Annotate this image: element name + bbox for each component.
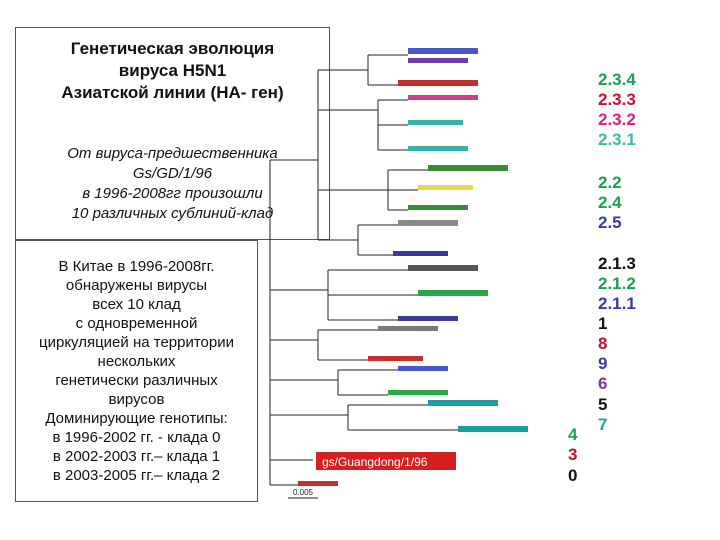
title: Генетическая эволюция вируса H5N1 Азиатс… xyxy=(16,38,329,104)
title-line: Генетическая эволюция xyxy=(70,39,275,58)
info-line: в 2002-2003 гг.– клада 1 xyxy=(52,448,221,465)
info-line: нескольких xyxy=(97,353,176,370)
info-line: обнаружены вирусы xyxy=(65,277,208,294)
root-label: gs/Guangdong/1/96 xyxy=(322,455,428,469)
clade-label-2-3-1: 2.3.1 xyxy=(598,130,636,149)
title-line: Азиатской линии (HA- ген) xyxy=(61,83,284,102)
info-line: в 2003-2005 гг.– клада 2 xyxy=(52,467,221,484)
clade-label-2-3-4: 2.3.4 xyxy=(598,70,636,89)
clade-label-0: 0 xyxy=(568,466,578,485)
info-line: с одновременной xyxy=(75,315,198,332)
root-highlight xyxy=(316,452,456,470)
leaf-labels xyxy=(298,48,528,486)
clade-label-6: 6 xyxy=(598,374,608,393)
info-line: генетически различных xyxy=(55,372,218,389)
clade-label-2-1-1: 2.1.1 xyxy=(598,294,636,313)
clade-label-2-4: 2.4 xyxy=(598,193,622,212)
title-box: Генетическая эволюция вируса H5N1 Азиатс… xyxy=(15,27,330,240)
phylogenetic-tree: gs/Guangdong/1/96 0.005 xyxy=(269,48,528,499)
clade-label-2-1-3: 2.1.3 xyxy=(598,254,636,273)
clade-label-8: 8 xyxy=(598,334,608,353)
info-box: В Китае в 1996-2008гг. обнаружены вирусы… xyxy=(15,240,258,502)
subtitle: От вируса-предшественника Gs/GD/1/96 в 1… xyxy=(16,144,329,224)
clade-label-1: 1 xyxy=(598,314,608,333)
info-line: в 1996-2002 гг. - клада 0 xyxy=(52,429,221,446)
clade-label-4: 4 xyxy=(568,425,578,444)
clade-label-5: 5 xyxy=(598,395,608,414)
info-line: Доминирующие генотипы: xyxy=(45,410,228,427)
info-line: В Китае в 1996-2008гг. xyxy=(58,258,215,275)
info-line: вирусов xyxy=(108,391,165,408)
clade-label-7: 7 xyxy=(598,415,608,434)
clade-label-2-3-2: 2.3.2 xyxy=(598,110,636,129)
scale-label: 0.005 xyxy=(293,488,314,497)
clade-label-2-5: 2.5 xyxy=(598,213,622,232)
clade-label-3: 3 xyxy=(568,445,578,464)
subtitle-line: 10 различных сублиний-клад xyxy=(71,205,274,222)
clade-label-2-1-2: 2.1.2 xyxy=(598,274,636,293)
subtitle-line: От вируса-предшественника xyxy=(67,145,278,162)
clade-label-2-3-3: 2.3.3 xyxy=(598,90,636,109)
tree-branches xyxy=(269,54,458,486)
info-line: всех 10 клад xyxy=(92,296,181,313)
subtitle-line: в 1996-2008гг произошли xyxy=(82,185,263,202)
title-line: вируса H5N1 xyxy=(118,61,227,80)
subtitle-line: Gs/GD/1/96 xyxy=(132,165,213,182)
clade-label-2-2: 2.2 xyxy=(598,173,622,192)
info-line: циркуляцией на территории xyxy=(39,334,234,351)
clade-label-9: 9 xyxy=(598,354,608,373)
